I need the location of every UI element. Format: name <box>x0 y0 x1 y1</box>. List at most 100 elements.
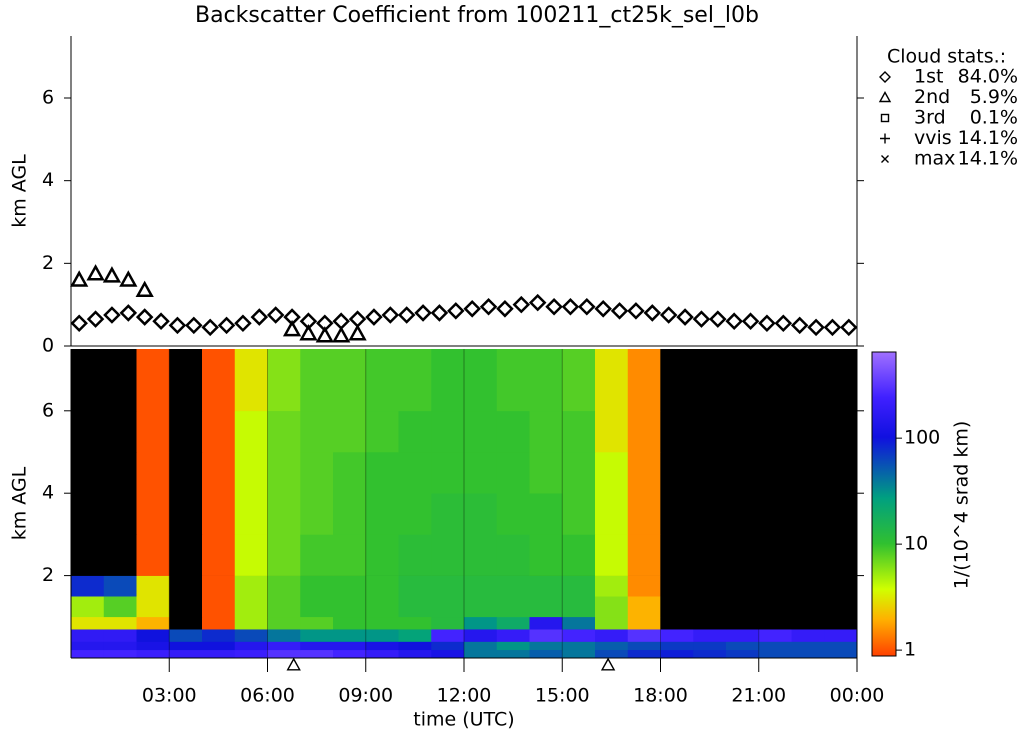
heat-cell <box>726 616 760 630</box>
heat-cell <box>595 410 629 453</box>
heat-cell <box>71 596 105 618</box>
heat-cell <box>267 641 301 651</box>
heat-cell <box>824 629 858 642</box>
marker-plus <box>880 133 890 144</box>
heat-cell <box>562 641 596 651</box>
marker-triangle <box>348 324 367 341</box>
heat-cell <box>431 616 465 630</box>
heat-cell <box>562 349 596 412</box>
heat-cell <box>267 534 301 576</box>
heat-cell <box>791 349 825 412</box>
heat-cell <box>234 410 268 453</box>
marker-diamond <box>135 308 154 326</box>
heat-cell <box>333 349 367 412</box>
heat-cell <box>234 575 268 597</box>
heat-cell <box>333 649 367 659</box>
marker-diamond <box>758 314 776 333</box>
heat-cell <box>136 616 170 630</box>
heat-cell <box>71 629 105 642</box>
x-tick-label: 12:00 <box>437 685 492 707</box>
heat-cell <box>267 410 301 453</box>
heat-cell <box>234 649 268 659</box>
heat-cell <box>365 575 399 597</box>
y-tick-label: 0 <box>42 335 54 357</box>
heat-cell <box>136 641 170 651</box>
heat-cell <box>103 641 137 651</box>
heat-cell <box>71 649 105 659</box>
heat-cell <box>333 616 367 630</box>
heat-cell <box>726 641 760 651</box>
heat-cell <box>791 410 825 453</box>
marker-diamond <box>250 308 269 326</box>
heat-cell <box>333 596 367 618</box>
heat-cell <box>562 534 596 576</box>
x-tick-label: 09:00 <box>338 685 393 707</box>
marker-diamond <box>512 295 531 314</box>
heat-cell <box>267 575 301 597</box>
heat-cell <box>202 575 236 597</box>
heat-cell <box>234 349 268 412</box>
heat-cell <box>398 410 432 453</box>
heat-cell <box>660 641 694 651</box>
heat-cell <box>496 534 530 576</box>
heat-cell <box>595 629 629 642</box>
heat-cell <box>169 534 203 576</box>
heat-cell <box>398 629 432 642</box>
heat-cell <box>71 493 105 535</box>
heat-cell <box>464 410 498 453</box>
heat-cell <box>71 349 105 412</box>
heat-cell <box>595 493 629 535</box>
heat-cell <box>693 410 727 453</box>
marker-diamond <box>528 293 547 312</box>
marker-diamond <box>381 306 400 324</box>
heat-cell <box>824 349 858 412</box>
heat-cell <box>791 629 825 642</box>
heat-cell <box>103 534 137 576</box>
heat-cell <box>136 493 170 535</box>
marker-diamond <box>119 304 138 322</box>
legend-value: 14.1% <box>958 148 1018 170</box>
heat-cell <box>398 452 432 494</box>
heat-cell <box>202 641 236 651</box>
heat-cell <box>464 493 498 535</box>
heat-cell <box>333 629 367 642</box>
heat-cell <box>693 452 727 494</box>
y-tick-label: 4 <box>42 169 54 191</box>
heat-cell <box>169 410 203 453</box>
heat-cell <box>529 641 563 651</box>
heat-cell <box>169 649 203 659</box>
heat-cell <box>595 349 629 412</box>
heat-cell <box>693 649 727 659</box>
heat-cell <box>234 616 268 630</box>
heat-cell <box>660 649 694 659</box>
heat-cell <box>103 452 137 494</box>
heat-cell <box>300 349 334 412</box>
heat-cell <box>529 410 563 453</box>
marker-triangle <box>600 657 616 671</box>
heat-cell <box>595 596 629 618</box>
heat-cell <box>529 616 563 630</box>
heat-cell <box>791 452 825 494</box>
marker-triangle <box>135 280 154 298</box>
heat-cell <box>300 534 334 576</box>
heat-cell <box>726 349 760 412</box>
heat-cell <box>202 410 236 453</box>
y-tick-label: 4 <box>42 482 54 504</box>
heat-cell <box>169 629 203 642</box>
heat-cell <box>464 534 498 576</box>
marker-triangle <box>299 324 318 341</box>
marker-diamond <box>709 310 727 328</box>
marker-diamond <box>185 316 203 335</box>
heat-cell <box>431 629 465 642</box>
heat-cell <box>431 596 465 618</box>
heat-cell <box>726 596 760 618</box>
heat-cell <box>71 616 105 630</box>
colorbar-tick-label: 1 <box>904 639 916 661</box>
heat-cell <box>267 493 301 535</box>
heat-cell <box>103 649 137 659</box>
marker-triangle <box>878 91 892 103</box>
heat-cell <box>496 410 530 453</box>
heat-cell <box>431 641 465 651</box>
legend-value: 5.9% <box>970 86 1018 108</box>
legend-label: 3rd <box>914 107 946 129</box>
